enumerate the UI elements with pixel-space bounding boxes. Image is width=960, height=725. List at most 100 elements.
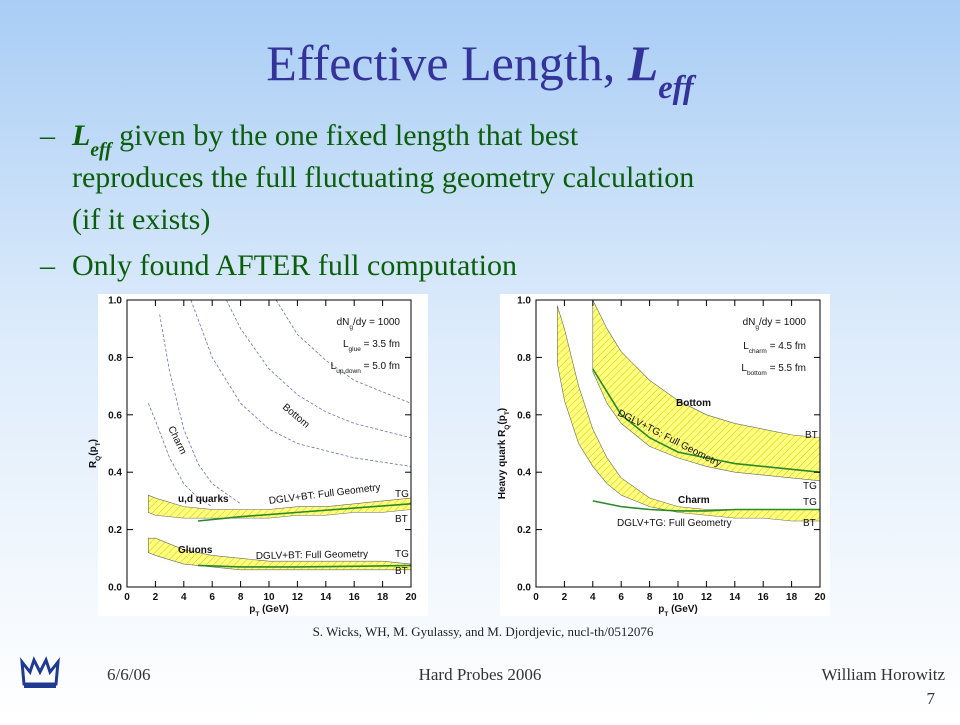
- text-run: = 5.0 fm: [361, 361, 400, 372]
- plot-area: [147, 300, 411, 571]
- text-run: Q: [504, 425, 511, 430]
- x-tick-label: 10: [263, 592, 275, 603]
- x-tick-label: 8: [238, 592, 244, 603]
- text-run: up,down: [336, 368, 361, 375]
- text-run: TG: [395, 549, 409, 560]
- x-tick-label: 16: [349, 592, 361, 603]
- annotation: BT: [803, 518, 816, 529]
- text-run: (p: [497, 415, 508, 424]
- text-run: eff: [658, 70, 697, 106]
- y-axis-label: Heavy quark RQ(pT): [497, 408, 511, 499]
- bullet-text: Leff given by the one fixed length that …: [71, 119, 579, 161]
- x-tick-label: 4: [181, 592, 187, 603]
- text-run: BT: [395, 566, 408, 577]
- x-tick-label: 2: [562, 592, 568, 603]
- x-tick-label: 20: [814, 592, 826, 603]
- y-axis-label: RQ(pT): [88, 439, 102, 468]
- text-run: given by the one fixed length that best: [112, 119, 579, 152]
- text-run: R: [88, 460, 99, 468]
- text-run: (p: [88, 446, 99, 455]
- curve: [592, 368, 820, 473]
- x-tick-label: 12: [701, 592, 713, 603]
- text-run: (GeV): [259, 604, 288, 615]
- text-run: ): [497, 408, 508, 411]
- x-tick-label: 8: [647, 592, 653, 603]
- text-run: reproduces the full fluctuating geometry…: [72, 161, 694, 194]
- text-run: L: [343, 339, 349, 350]
- y-tick-label: 0.6: [108, 410, 122, 421]
- text-run: DGLV+TG: Full Geometry: [617, 518, 732, 529]
- y-tick-label: 0.8: [108, 353, 122, 364]
- y-tick-label: 0.2: [517, 525, 531, 536]
- curve: [190, 300, 411, 467]
- text-run: T: [664, 611, 668, 618]
- text-run: dN: [743, 317, 756, 328]
- text-run: TG: [803, 497, 817, 508]
- x-tick-label: 4: [590, 592, 596, 603]
- x-tick-label: 10: [672, 592, 684, 603]
- text-run: Charm: [678, 495, 710, 506]
- slide-title: Effective Length, Leff: [266, 35, 697, 106]
- x-tick-label: 6: [618, 592, 624, 603]
- y-tick-label: 0.4: [517, 468, 531, 479]
- curve: [159, 314, 241, 505]
- x-tick-label: 20: [405, 592, 417, 603]
- text-run: Q: [95, 456, 102, 461]
- bullet-text: Only found AFTER full computation: [72, 249, 517, 282]
- x-tick-label: 12: [292, 592, 304, 603]
- text-run: p: [249, 604, 255, 615]
- logo: [20, 656, 60, 688]
- text-run: TG: [395, 489, 409, 500]
- annotation: u,d quarks: [178, 494, 229, 505]
- text-run: = 5.5 fm: [767, 363, 806, 374]
- text-run: T: [255, 611, 259, 618]
- annotation: Lglue = 3.5 fm: [343, 339, 400, 353]
- bullet-text: (if it exists): [72, 203, 210, 236]
- band: [592, 300, 820, 482]
- text-run: BT: [803, 518, 816, 529]
- text-run: TG: [803, 481, 817, 492]
- text-run: /dy = 1000: [759, 317, 806, 328]
- annotation: Lcharm = 4.5 fm: [743, 341, 806, 355]
- text-run: Only found AFTER full computation: [72, 249, 517, 282]
- text-run: /dy = 1000: [353, 317, 400, 328]
- text-run: L: [743, 341, 749, 352]
- text-run: Heavy quark R: [497, 429, 508, 499]
- annotation: TG: [395, 489, 409, 500]
- annotation: DGLV+BT: Full Geometry: [256, 549, 369, 562]
- x-axis-label: pT (GeV): [658, 604, 698, 618]
- annotation: dNg/dy = 1000: [337, 317, 401, 331]
- y-tick-label: 0.2: [108, 525, 122, 536]
- curve: [197, 502, 411, 522]
- text-run: = 3.5 fm: [361, 339, 400, 350]
- text-run: L: [71, 119, 90, 152]
- text-run: glue: [349, 346, 362, 353]
- annotation: Bottom: [676, 398, 711, 409]
- bullet-marker: –: [39, 249, 56, 282]
- y-tick-label: 0.0: [517, 583, 531, 594]
- y-tick-label: 1.0: [517, 296, 531, 307]
- curve: [592, 500, 820, 512]
- annotation: Lup,down = 5.0 fm: [331, 361, 400, 375]
- text-run: eff: [90, 140, 114, 161]
- text-run: L: [741, 363, 747, 374]
- y-tick-label: 1.0: [108, 296, 122, 307]
- text-run: charm: [749, 348, 767, 355]
- x-tick-label: 14: [320, 592, 332, 603]
- annotation: TG: [803, 481, 817, 492]
- chart: 0 2 4 6 8 10 12 14 16 18 200.00.20.40.60.81.0pT (G…: [497, 296, 826, 618]
- x-axis-label: pT (GeV): [249, 604, 289, 618]
- y-tick-label: 0.6: [517, 410, 531, 421]
- x-tick-label: 18: [786, 592, 798, 603]
- footer-date: 6/6/06: [107, 665, 150, 684]
- x-tick-label: 18: [377, 592, 389, 603]
- annotation: dNg/dy = 1000: [743, 317, 807, 331]
- annotation: TG: [803, 497, 817, 508]
- page-number: 7: [927, 689, 936, 708]
- curve: [226, 300, 411, 439]
- text-run: p: [658, 604, 664, 615]
- text-run: = 4.5 fm: [767, 341, 806, 352]
- x-tick-label: 2: [153, 592, 159, 603]
